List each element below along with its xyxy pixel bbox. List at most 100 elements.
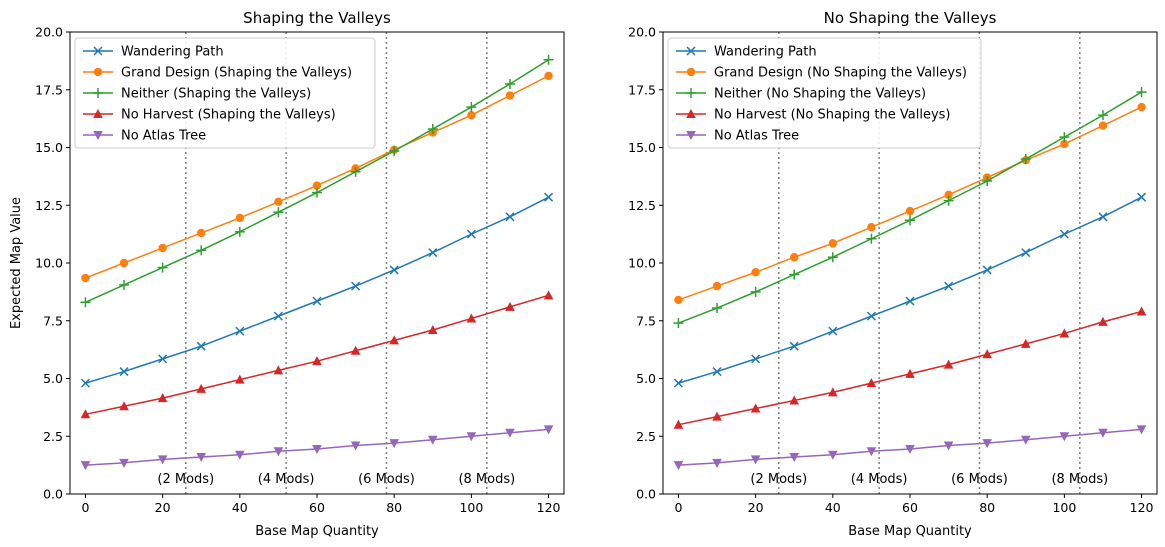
- data-point: [1020, 154, 1031, 165]
- data-point: [544, 71, 553, 81]
- data-point-stroke: [119, 367, 129, 377]
- data-point: [350, 345, 361, 355]
- data-point: [466, 313, 477, 323]
- data-point-stroke: [273, 311, 283, 321]
- legend-marker-stroke: [686, 46, 696, 56]
- data-point: [505, 212, 515, 222]
- data-point: [80, 378, 90, 388]
- data-point: [196, 245, 207, 256]
- legend-item: Grand Design (Shaping the Valleys): [83, 66, 352, 81]
- y-tick-label: 12.5: [35, 198, 63, 213]
- data-point: [1059, 328, 1070, 338]
- data-point: [157, 393, 168, 403]
- data-point: [712, 303, 723, 314]
- data-point: [673, 419, 684, 429]
- mods-annotation: (6 Mods): [358, 472, 415, 487]
- data-point: [673, 461, 684, 471]
- data-point-stroke: [351, 281, 361, 291]
- data-point: [235, 374, 245, 384]
- legend-item: No Harvest (No Shaping the Valleys): [676, 108, 951, 123]
- data-point-stroke: [505, 212, 515, 222]
- data-point-stroke: [905, 296, 915, 306]
- legend-marker-stroke: [93, 46, 103, 56]
- x-tick-label: 0: [674, 500, 682, 515]
- x-tick-label: 20: [748, 500, 764, 515]
- data-point: [543, 54, 554, 65]
- data-point: [467, 110, 476, 120]
- data-point: [943, 195, 954, 206]
- legend-item: No Harvest (Shaping the Valleys): [83, 108, 336, 123]
- data-point: [428, 248, 438, 258]
- data-point: [789, 395, 800, 405]
- data-point: [197, 228, 206, 238]
- data-point-stroke: [389, 265, 399, 275]
- data-point: [196, 453, 207, 463]
- data-point-stroke: [1098, 212, 1108, 222]
- mods-annotation: (4 Mods): [851, 472, 908, 487]
- data-point-stroke: [789, 341, 799, 351]
- data-point: [866, 447, 877, 457]
- data-point-stroke: [828, 326, 838, 336]
- data-point: [466, 102, 477, 113]
- data-point: [750, 403, 761, 413]
- data-point: [158, 354, 168, 364]
- data-point-stroke: [866, 311, 876, 321]
- y-tick-label: 15.0: [628, 140, 656, 155]
- data-point-stroke: [235, 326, 245, 336]
- data-point-stroke: [712, 367, 722, 377]
- data-point: [1097, 110, 1108, 121]
- data-point: [466, 229, 476, 239]
- data-point: [982, 265, 992, 275]
- legend-label: No Atlas Tree: [714, 129, 799, 144]
- data-point: [943, 441, 954, 451]
- data-point-stroke: [1021, 248, 1031, 258]
- legend-label: Grand Design (No Shaping the Valleys): [714, 66, 967, 81]
- legend-item: Grand Design (No Shaping the Valleys): [676, 66, 967, 81]
- legend-label: Wandering Path: [714, 45, 817, 60]
- data-point: [1137, 192, 1147, 202]
- data-point: [427, 124, 438, 135]
- y-tick-label: 10.0: [628, 256, 656, 271]
- legend-box: [667, 37, 982, 149]
- series-1: [80, 192, 554, 388]
- legend-marker: [686, 46, 696, 56]
- data-point: [1021, 248, 1031, 258]
- data-point: [673, 318, 684, 329]
- x-axis-label: Base Map Quantity: [255, 524, 379, 539]
- data-point: [789, 453, 800, 463]
- data-point: [828, 239, 838, 248]
- data-point: [1136, 425, 1147, 435]
- data-point: [1098, 121, 1108, 130]
- data-point: [1136, 87, 1147, 98]
- legend-item: Wandering Path: [676, 45, 817, 60]
- data-point: [312, 187, 322, 198]
- series-5: [673, 425, 1147, 471]
- series-2: [81, 71, 553, 283]
- data-point: [158, 243, 167, 253]
- data-point: [389, 335, 399, 345]
- y-tick-label: 17.5: [35, 82, 63, 97]
- data-point-stroke: [196, 341, 206, 351]
- series-1: [673, 192, 1147, 388]
- y-tick-label: 10.0: [35, 256, 63, 271]
- data-point-stroke: [944, 281, 954, 291]
- data-point: [389, 265, 399, 275]
- legend-marker: [686, 109, 696, 118]
- y-tick-label: 7.5: [636, 313, 656, 328]
- data-point: [119, 279, 130, 290]
- data-point: [81, 273, 90, 283]
- data-point: [351, 281, 361, 291]
- data-point: [866, 378, 877, 388]
- series-4: [673, 306, 1147, 429]
- data-point: [905, 215, 915, 226]
- legend: Wandering Path Grand Design (No Shaping t…: [667, 37, 982, 149]
- data-point: [273, 365, 284, 375]
- data-point: [196, 341, 206, 351]
- data-point-stroke: [80, 378, 90, 388]
- data-point: [712, 458, 722, 468]
- data-point: [866, 311, 876, 321]
- data-point: [750, 455, 761, 465]
- legend: Wandering Path Grand Design (Shaping the …: [74, 37, 376, 149]
- data-point: [905, 206, 915, 216]
